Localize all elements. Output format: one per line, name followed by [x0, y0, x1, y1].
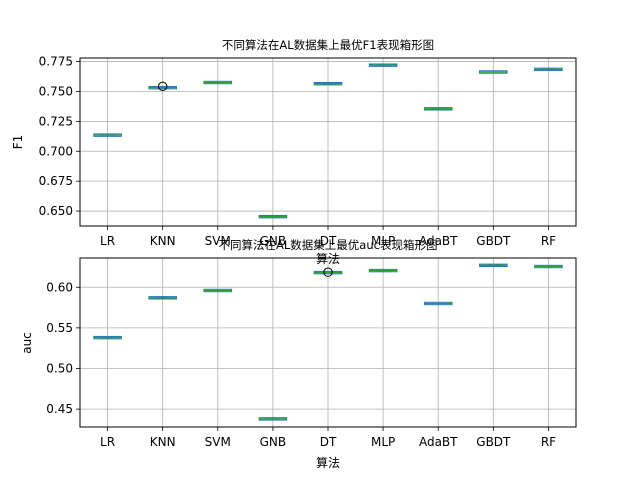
- x-tick-label: LR: [100, 234, 115, 248]
- x-tick-label: SVM: [205, 234, 231, 248]
- y-tick-label: 0.725: [39, 114, 73, 128]
- outlier-point: [157, 81, 168, 92]
- x-tick-label: GNB: [260, 435, 287, 449]
- y-tick-label: 0.55: [46, 321, 73, 335]
- x-tick-label: DT: [320, 234, 337, 248]
- x-tick-label: RF: [541, 234, 556, 248]
- chart-title-f1: 不同算法在AL数据集上最优F1表现箱形图: [222, 38, 434, 52]
- x-tick-label: GBDT: [476, 435, 511, 449]
- x-tick-label: AdaBT: [419, 234, 458, 248]
- y-axis-label-f1: F1: [11, 135, 25, 150]
- y-axis-label-auc: auc: [20, 332, 34, 354]
- x-tick-label: LR: [100, 435, 115, 449]
- x-tick-label: DT: [320, 435, 337, 449]
- f1-boxplot-chart: 不同算法在AL数据集上最优F1表现箱形图 F1 算法 LR KNN SVM GNB DT…: [11, 38, 577, 266]
- y-tick-label: 0.45: [46, 402, 73, 416]
- x-tick-label: RF: [541, 435, 556, 449]
- x-tick-label: KNN: [150, 435, 176, 449]
- x-tick-label: GNB: [260, 234, 287, 248]
- y-tick-label: 0.750: [39, 84, 73, 98]
- x-axis-label-auc: 算法: [316, 455, 340, 470]
- x-tick-label: SVM: [205, 435, 231, 449]
- y-tick-label: 0.50: [46, 362, 73, 376]
- x-tick-label: KNN: [150, 234, 176, 248]
- x-tick-label: GBDT: [476, 234, 511, 248]
- y-tick-label: 0.700: [39, 144, 73, 158]
- outlier-point: [323, 267, 333, 277]
- y-tick-label: 0.675: [39, 174, 73, 188]
- auc-boxplot-chart: 不同算法在AL数据集上最优auc表现箱形图 auc 算法 LR KNN SVM GNB…: [20, 238, 577, 470]
- y-tick-label: 0.650: [39, 204, 73, 218]
- chart-title-auc: 不同算法在AL数据集上最优auc表现箱形图: [219, 238, 438, 252]
- x-tick-label: AdaBT: [419, 435, 458, 449]
- x-tick-label: MLP: [371, 435, 395, 449]
- y-tick-label: 0.775: [39, 55, 73, 69]
- x-tick-label: MLP: [371, 234, 395, 248]
- y-tick-label: 0.60: [46, 280, 73, 294]
